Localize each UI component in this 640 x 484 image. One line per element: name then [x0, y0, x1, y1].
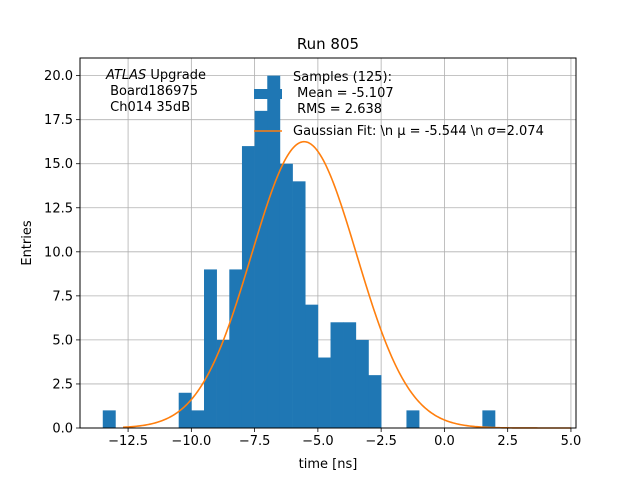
- histogram-bar: [368, 375, 382, 428]
- axes-frame: [79, 57, 577, 429]
- histogram-bar: [279, 163, 293, 428]
- x-tick-label: −10.0: [171, 434, 211, 449]
- y-tick-label: 7.5: [52, 289, 73, 304]
- histogram-bar: [330, 322, 344, 428]
- x-axis-ticks: −12.5 −10.0 −7.5 −5.0 −2.5 0.0 2.5 5.0: [108, 428, 581, 449]
- y-axis-ticks: 0.0 2.5 5.0 7.5 10.0 12.5 15.0 17.5 20.0: [44, 69, 80, 437]
- legend: Samples (125): Mean = -5.107 RMS = 2.638…: [254, 70, 544, 139]
- y-tick-label: 10.0: [44, 245, 73, 260]
- y-tick-label: 17.5: [44, 113, 73, 128]
- plot-area: −12.5 −10.0 −7.5 −5.0 −2.5 0.0 2.5 5.0 0.0 2.5 5.…: [44, 57, 581, 449]
- histogram-bar: [102, 410, 116, 428]
- y-axis-label: Entries: [20, 220, 35, 266]
- annotation-atlas: ATLAS: [105, 68, 146, 83]
- histogram-bar: [267, 75, 281, 428]
- legend-histogram-swatch: [254, 89, 282, 99]
- annotation-line-2: Board186975: [106, 84, 198, 99]
- histogram-bar: [229, 269, 243, 428]
- x-axis-label: time [ns]: [299, 457, 358, 472]
- histogram-bar: [343, 322, 357, 428]
- x-tick-label: −7.5: [239, 434, 271, 449]
- y-tick-label: 5.0: [52, 333, 73, 348]
- histogram-bar: [292, 181, 306, 428]
- histogram-bar: [216, 339, 230, 428]
- annotation-line-1: ATLAS Upgrade: [105, 68, 206, 83]
- legend-histogram-line-3: RMS = 2.638: [293, 102, 382, 117]
- x-tick-label: −12.5: [108, 434, 148, 449]
- histogram-bars: [102, 75, 496, 428]
- atlas-annotation: ATLAS Upgrade Board186975 Ch014 35dB: [105, 68, 206, 115]
- legend-fit-label: Gaussian Fit: \n μ = -5.544 \n σ=2.074: [293, 124, 544, 139]
- histogram-bar: [406, 410, 420, 428]
- y-tick-label: 0.0: [52, 422, 73, 437]
- legend-histogram-line-2: Mean = -5.107: [293, 86, 394, 101]
- x-tick-label: −2.5: [365, 434, 397, 449]
- histogram-bar: [178, 392, 192, 428]
- histogram-bar: [482, 410, 496, 428]
- chart-title: Run 805: [297, 35, 359, 53]
- x-tick-label: 5.0: [561, 434, 582, 449]
- x-tick-label: −5.0: [302, 434, 334, 449]
- x-tick-label: 0.0: [434, 434, 455, 449]
- histogram-bar: [254, 110, 268, 428]
- annotation-upgrade: Upgrade: [146, 68, 206, 83]
- histogram-bar: [305, 304, 319, 428]
- y-tick-label: 2.5: [52, 377, 73, 392]
- histogram-bar: [317, 357, 331, 428]
- y-tick-label: 20.0: [44, 69, 73, 84]
- y-tick-label: 12.5: [44, 201, 73, 216]
- legend-histogram-line-1: Samples (125):: [293, 70, 392, 85]
- x-tick-label: 2.5: [497, 434, 518, 449]
- histogram-bar: [204, 269, 217, 428]
- histogram-bar: [191, 410, 205, 428]
- annotation-line-3: Ch014 35dB: [106, 100, 190, 115]
- histogram-bar: [355, 339, 369, 428]
- histogram-bar: [241, 146, 255, 428]
- y-tick-label: 15.0: [44, 157, 73, 172]
